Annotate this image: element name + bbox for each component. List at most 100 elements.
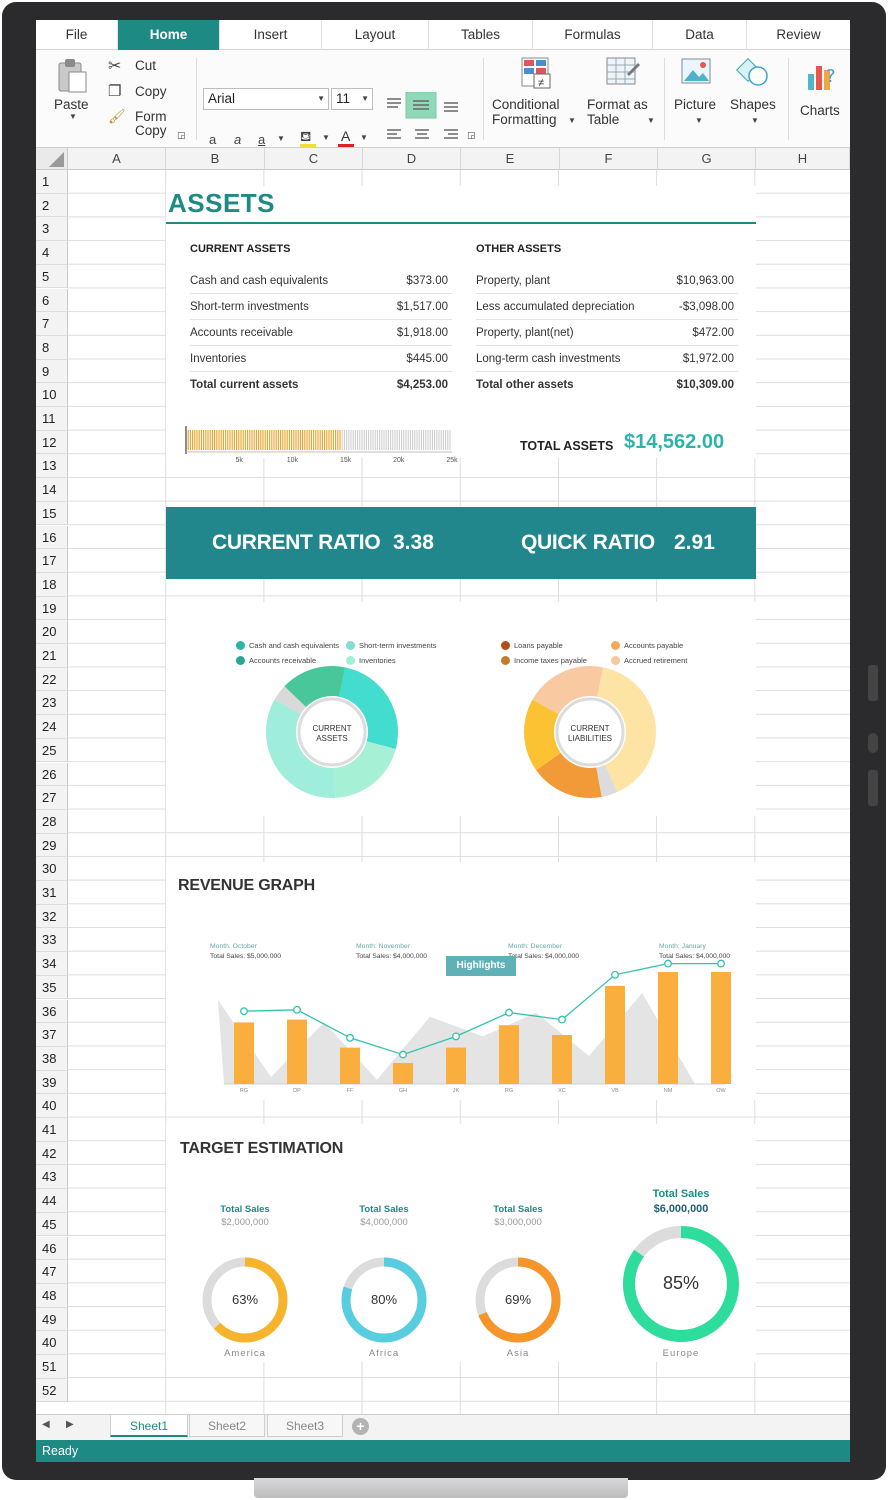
column-header-d[interactable]: D [363, 148, 461, 170]
charts-button[interactable]: ? Charts [794, 54, 848, 146]
row-header[interactable]: 37 [36, 1023, 68, 1047]
tab-review[interactable]: Review [776, 27, 821, 42]
row-header[interactable]: 11 [36, 407, 68, 431]
row-header[interactable]: 26 [36, 762, 68, 787]
chevron-down-icon: ▼ [360, 133, 368, 142]
row-header[interactable]: 29 [36, 833, 68, 858]
row-header[interactable]: 18 [36, 572, 68, 597]
row-header[interactable]: 17 [36, 549, 68, 573]
revenue-category-label: GH [399, 1088, 407, 1092]
row-header[interactable]: 51 [36, 1355, 68, 1379]
column-header-h[interactable]: H [756, 148, 850, 170]
side-button [868, 770, 878, 806]
font-size-select[interactable]: 11 ▼ [331, 88, 373, 110]
row-header[interactable]: 39 [36, 1070, 68, 1095]
row-header[interactable]: 4 [36, 241, 68, 265]
bold-button[interactable]: a [209, 132, 217, 147]
row-header[interactable]: 2 [36, 193, 68, 218]
tab-layout[interactable]: Layout [322, 20, 429, 50]
format-as-table-button[interactable]: Format as Table ▼ [585, 54, 657, 146]
dialog-launcher-icon[interactable]: ◲ [177, 130, 186, 140]
row-header[interactable]: 13 [36, 454, 68, 479]
row-header[interactable]: 7 [36, 312, 68, 336]
row-header[interactable]: 38 [36, 1046, 68, 1071]
row-header[interactable]: 20 [36, 620, 68, 644]
column-header-e[interactable]: E [461, 148, 560, 170]
column-header-b[interactable]: B [166, 148, 265, 170]
italic-button[interactable]: a [234, 132, 242, 147]
row-header[interactable]: 16 [36, 525, 68, 550]
row-header[interactable]: 22 [36, 667, 68, 692]
tab-home[interactable]: Home [118, 20, 220, 50]
row-header[interactable]: 40 [36, 1331, 68, 1355]
tab-insert[interactable]: Insert [220, 20, 322, 50]
select-all-corner[interactable] [36, 148, 68, 170]
row-header[interactable]: 31 [36, 881, 68, 905]
row-header[interactable]: 34 [36, 952, 68, 976]
highlights-badge[interactable]: Highlights [446, 956, 516, 976]
add-sheet-icon[interactable]: + [352, 1418, 369, 1435]
row-header[interactable]: 47 [36, 1260, 68, 1284]
sheet-tab-1[interactable]: Sheet1 [110, 1415, 188, 1437]
row-header[interactable]: 15 [36, 501, 68, 526]
row-header[interactable]: 14 [36, 478, 68, 502]
sheet-tab-2[interactable]: Sheet2 [189, 1415, 265, 1437]
sheet-tab-3[interactable]: Sheet3 [267, 1415, 343, 1437]
tab-file[interactable]: File [36, 20, 118, 50]
row-header[interactable]: 36 [36, 999, 68, 1024]
row-header[interactable]: 52 [36, 1378, 68, 1403]
row-header[interactable]: 40 [36, 1094, 68, 1118]
row-header[interactable]: 8 [36, 335, 68, 360]
cut-button[interactable]: ✂ Cut [108, 56, 178, 78]
tab-tables[interactable]: Tables [429, 20, 533, 50]
row-header[interactable]: 3 [36, 217, 68, 242]
row-header[interactable]: 1 [36, 170, 68, 194]
row-header[interactable]: 32 [36, 904, 68, 929]
row-header[interactable]: 43 [36, 1165, 68, 1190]
column-header-c[interactable]: C [265, 148, 363, 170]
row-header[interactable]: 42 [36, 1141, 68, 1166]
row-header[interactable]: 21 [36, 644, 68, 668]
shapes-button[interactable]: Shapes ▼ [728, 54, 778, 146]
row-header[interactable]: 9 [36, 359, 68, 384]
picture-button[interactable]: Picture ▼ [672, 54, 722, 146]
scroll-left-icon[interactable]: ◀ [42, 1419, 50, 1430]
tab-data[interactable]: Data [653, 20, 747, 50]
row-header[interactable]: 6 [36, 288, 68, 313]
row-header[interactable]: 41 [36, 1118, 68, 1142]
row-header[interactable]: 30 [36, 857, 68, 881]
font-name-select[interactable]: Arial ▼ [203, 88, 329, 110]
row-header[interactable]: 24 [36, 715, 68, 739]
row-header[interactable]: 19 [36, 596, 68, 621]
chevron-down-icon[interactable]: ▼ [277, 134, 285, 143]
copy-button[interactable]: ❐ Copy [108, 82, 178, 104]
font-color-button[interactable]: A ▼ [338, 128, 368, 148]
underline-button[interactable]: a [258, 132, 266, 147]
row-header[interactable]: 45 [36, 1212, 68, 1237]
tab-formulas[interactable]: Formulas [533, 20, 653, 50]
row-header[interactable]: 25 [36, 738, 68, 763]
row-header[interactable]: 28 [36, 809, 68, 834]
column-header-f[interactable]: F [560, 148, 658, 170]
row-header[interactable]: 48 [36, 1283, 68, 1308]
column-header-g[interactable]: G [658, 148, 756, 170]
fill-color-button[interactable]: ⛾ ▼ [300, 128, 330, 148]
row-header[interactable]: 49 [36, 1307, 68, 1332]
row-header[interactable]: 33 [36, 928, 68, 953]
conditional-formatting-button[interactable]: ≠ Conditional Formatting ▼ [490, 54, 580, 146]
row-header[interactable]: 5 [36, 264, 68, 289]
row-header[interactable]: 23 [36, 691, 68, 716]
chevron-down-icon: ▼ [751, 116, 759, 125]
row-header[interactable]: 44 [36, 1189, 68, 1213]
revenue-annotation: Month: December Total Sales: $4,000,000 [508, 942, 579, 962]
row-header[interactable]: 27 [36, 786, 68, 810]
row-header[interactable]: 12 [36, 430, 68, 455]
row-header[interactable]: 46 [36, 1236, 68, 1261]
format-copy-button[interactable]: 🖌 Form Copy [108, 106, 182, 140]
dialog-launcher-icon[interactable]: ◲ [467, 130, 476, 140]
row-header[interactable]: 35 [36, 975, 68, 1000]
row-header[interactable]: 10 [36, 383, 68, 407]
scroll-right-icon[interactable]: ▶ [66, 1419, 74, 1430]
paste-button[interactable]: Paste ▼ [48, 54, 94, 124]
column-header-a[interactable]: A [68, 148, 166, 170]
